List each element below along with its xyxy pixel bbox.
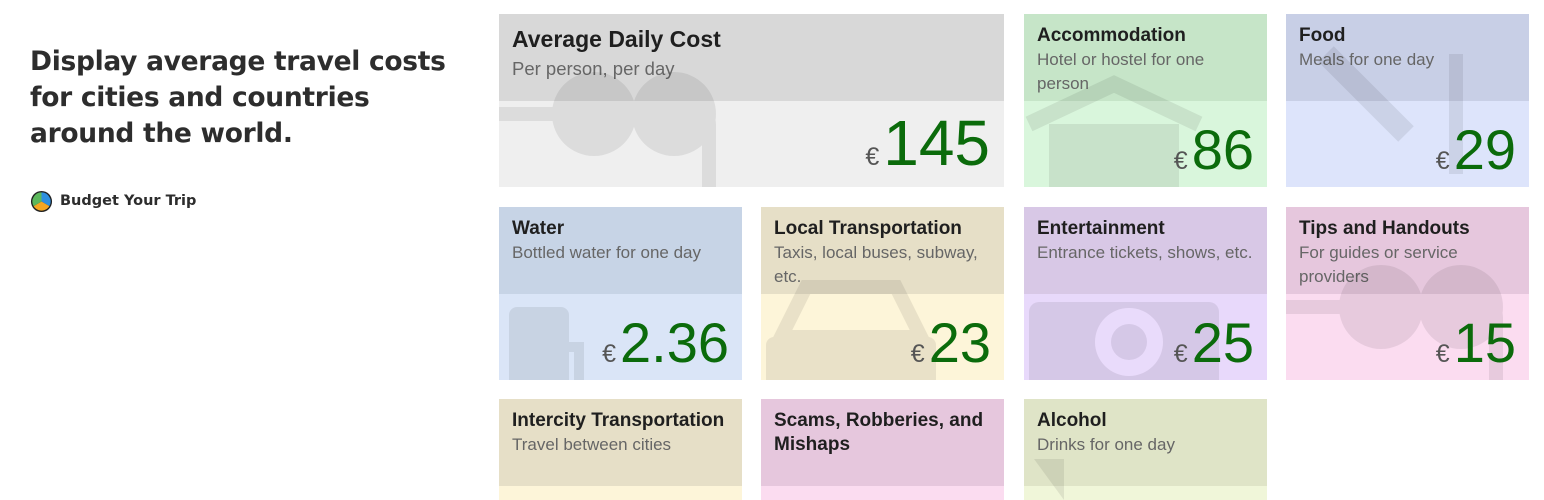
card-description: Per person, per day <box>512 58 675 79</box>
brand-name: Budget Your Trip <box>60 193 197 209</box>
card-body <box>1024 486 1267 500</box>
price-amount: 29 <box>1453 118 1516 181</box>
price-amount: 15 <box>1453 311 1516 374</box>
price: € 29 <box>1436 122 1516 178</box>
currency-symbol: € <box>1435 147 1450 175</box>
card-alcohol[interactable]: Alcohol Drinks for one day <box>1024 399 1267 500</box>
card-title: Food <box>1299 25 1346 46</box>
wine-icon <box>1034 459 1064 500</box>
brand-logo-icon <box>30 190 53 213</box>
card-header: Entertainment Entrance tickets, shows, e… <box>1024 207 1267 294</box>
price-amount: 23 <box>928 311 991 374</box>
currency-symbol: € <box>1173 147 1188 175</box>
card-title: Accommodation <box>1037 25 1186 46</box>
card-title: Scams, Robberies, and Mishaps <box>774 410 984 455</box>
card-description: Travel between cities <box>512 435 672 454</box>
card-header: Water Bottled water for one day <box>499 207 742 294</box>
card-body <box>1286 101 1529 187</box>
utensils-icon <box>1318 46 1463 174</box>
card-tips-and-handouts[interactable]: Tips and Handouts For guides or service … <box>1286 207 1529 380</box>
card-description: Entrance tickets, shows, etc. <box>1037 243 1253 262</box>
card-body <box>1024 101 1267 187</box>
card-title: Tips and Handouts <box>1299 218 1470 239</box>
card-body <box>1286 294 1529 380</box>
card-header: Local Transportation Taxis, local buses,… <box>761 207 1004 294</box>
price-amount: 25 <box>1191 311 1254 374</box>
currency-symbol: € <box>1435 340 1450 368</box>
taxi-icon <box>766 280 936 380</box>
water-bottle-icon <box>509 307 584 380</box>
house-icon <box>1025 75 1203 187</box>
price: € 145 <box>865 111 990 175</box>
card-title: Water <box>512 218 565 239</box>
card-description: Hotel or hostel for one person <box>1037 50 1205 93</box>
money-icon <box>499 72 716 187</box>
price: € 23 <box>911 315 991 371</box>
price-amount: 2.36 <box>620 311 729 374</box>
card-body <box>1024 294 1267 380</box>
card-title: Alcohol <box>1037 410 1107 431</box>
card-title: Average Daily Cost <box>512 26 721 52</box>
price: € 2.36 <box>602 315 729 371</box>
price-amount: 86 <box>1191 118 1254 181</box>
card-description: Meals for one day <box>1299 50 1435 69</box>
card-body <box>499 101 1004 187</box>
card-header: Scams, Robberies, and Mishaps <box>761 399 1004 486</box>
card-entertainment[interactable]: Entertainment Entrance tickets, shows, e… <box>1024 207 1267 380</box>
page-intro-heading: Display average travel costs for cities … <box>30 46 446 149</box>
card-header: Alcohol Drinks for one day <box>1024 399 1267 486</box>
currency-symbol: € <box>865 143 880 171</box>
card-description: Taxis, local buses, subway, etc. <box>774 243 978 286</box>
brand-link[interactable]: Budget Your Trip <box>30 189 196 213</box>
card-title: Entertainment <box>1037 218 1165 239</box>
money-icon <box>1286 265 1503 380</box>
card-food[interactable]: Food Meals for one day € 29 <box>1286 14 1529 187</box>
card-accommodation[interactable]: Accommodation Hotel or hostel for one pe… <box>1024 14 1267 187</box>
card-local-transportation[interactable]: Local Transportation Taxis, local buses,… <box>761 207 1004 380</box>
currency-symbol: € <box>602 340 616 368</box>
card-description: Drinks for one day <box>1037 435 1175 454</box>
card-description: Bottled water for one day <box>512 243 702 262</box>
card-header: Tips and Handouts For guides or service … <box>1286 207 1529 294</box>
card-body <box>761 294 1004 380</box>
card-scams-robberies-mishaps[interactable]: Scams, Robberies, and Mishaps <box>761 399 1004 500</box>
card-title: Intercity Transportation <box>512 410 725 431</box>
card-header: Accommodation Hotel or hostel for one pe… <box>1024 14 1267 101</box>
card-water[interactable]: Water Bottled water for one day € 2.36 <box>499 207 742 380</box>
camera-icon <box>1029 302 1219 380</box>
card-body <box>499 486 742 500</box>
price: € 86 <box>1174 122 1254 178</box>
currency-symbol: € <box>1173 340 1188 368</box>
card-intercity-transportation[interactable]: Intercity Transportation Travel between … <box>499 399 742 500</box>
price-amount: 145 <box>883 107 990 179</box>
card-body <box>499 294 742 380</box>
card-body <box>761 486 1004 500</box>
price: € 15 <box>1436 315 1516 371</box>
card-header: Intercity Transportation Travel between … <box>499 399 742 486</box>
card-title: Local Transportation <box>774 218 962 239</box>
card-description: For guides or service providers <box>1299 243 1458 286</box>
card-header: Food Meals for one day <box>1286 14 1529 101</box>
currency-symbol: € <box>910 340 925 368</box>
price: € 25 <box>1174 315 1254 371</box>
card-average-daily-cost[interactable]: Average Daily Cost Per person, per day €… <box>499 14 1004 187</box>
card-header: Average Daily Cost Per person, per day <box>499 14 1004 101</box>
